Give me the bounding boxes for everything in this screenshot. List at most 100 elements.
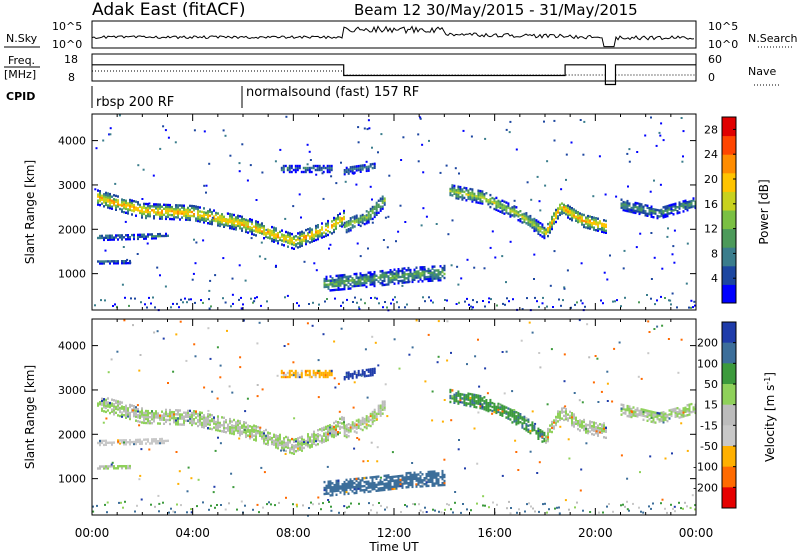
data-cell [139, 235, 141, 238]
data-cell [289, 234, 291, 237]
data-cell [161, 437, 163, 441]
data-cell [341, 489, 344, 492]
data-cell [323, 285, 326, 289]
data-cell [497, 408, 500, 412]
data-cell [690, 205, 693, 209]
data-cell [152, 174, 155, 177]
data-cell [567, 438, 570, 441]
data-cell [143, 417, 145, 421]
data-cell [397, 475, 400, 478]
data-cell [99, 194, 101, 197]
data-cell [239, 434, 241, 437]
data-cell [179, 413, 181, 416]
data-cell [289, 451, 291, 454]
data-cell [291, 240, 293, 244]
data-cell [259, 426, 262, 429]
data-cell [567, 216, 569, 219]
data-cell [513, 416, 516, 419]
data-cell [285, 445, 287, 449]
data-cell [277, 240, 279, 243]
data-cell [301, 234, 303, 237]
data-cell [648, 418, 651, 421]
data-cell [543, 437, 546, 441]
data-cell [407, 481, 410, 485]
data-cell [620, 198, 623, 201]
data-cell [674, 407, 677, 410]
data-cell [245, 218, 247, 222]
data-cell [333, 278, 336, 282]
data-cell [624, 203, 627, 206]
data-cell [95, 147, 98, 150]
data-cell [316, 166, 319, 170]
data-cell [387, 215, 390, 218]
data-cell [329, 490, 332, 493]
data-cell [173, 421, 175, 424]
data-cell [359, 168, 362, 171]
data-cell [308, 150, 311, 153]
data-cell [589, 221, 591, 224]
data-cell [153, 416, 155, 419]
data-cell [593, 218, 595, 221]
data-cell [107, 200, 109, 203]
data-cell [656, 216, 659, 220]
data-cell [417, 270, 420, 273]
data-cell [171, 412, 173, 416]
data-cell [575, 209, 577, 213]
data-cell [146, 306, 148, 309]
data-cell [145, 421, 147, 425]
data-cell [515, 423, 518, 426]
data-cell [482, 300, 484, 302]
data-cell [101, 465, 103, 468]
data-cell [513, 420, 516, 423]
data-cell [333, 288, 336, 292]
data-cell [357, 477, 360, 480]
data-cell [636, 413, 639, 416]
data-cell [155, 410, 157, 413]
data-cell [361, 168, 364, 171]
data-cell [263, 231, 265, 234]
data-cell [628, 160, 631, 163]
data-cell [686, 201, 689, 204]
data-cell [259, 227, 261, 230]
data-cell [175, 409, 177, 412]
data-cell [407, 276, 410, 280]
data-cell [519, 210, 522, 213]
data-cell [289, 242, 291, 245]
data-cell [569, 217, 571, 221]
data-cell [353, 426, 356, 429]
data-cell [670, 205, 673, 209]
data-cell [513, 211, 516, 214]
data-cell [193, 238, 195, 241]
data-cell [329, 231, 331, 234]
data-cell [131, 213, 133, 216]
data-cell [403, 476, 406, 479]
data-cell [573, 417, 575, 420]
data-cell [159, 205, 161, 208]
data-cell [638, 506, 640, 509]
data-cell [129, 206, 131, 210]
data-cell [431, 271, 434, 274]
data-cell [311, 228, 313, 231]
data-cell [280, 449, 282, 452]
data-cell [209, 208, 211, 211]
data-cell [145, 208, 147, 212]
data-cell [108, 133, 111, 136]
data-cell [383, 484, 386, 488]
data-cell [459, 398, 462, 402]
data-cell [263, 237, 265, 240]
data-cell [260, 466, 263, 469]
data-cell [233, 219, 235, 223]
data-cell [511, 411, 514, 414]
data-cell [177, 417, 179, 420]
data-cell [443, 473, 446, 477]
data-cell [322, 373, 325, 377]
data-cell [120, 501, 122, 504]
data-cell [547, 433, 549, 437]
data-cell [534, 296, 536, 299]
data-cell [219, 442, 222, 445]
data-cell [471, 194, 474, 197]
data-cell [455, 394, 458, 397]
data-cell [321, 439, 323, 442]
data-cell [262, 506, 264, 509]
